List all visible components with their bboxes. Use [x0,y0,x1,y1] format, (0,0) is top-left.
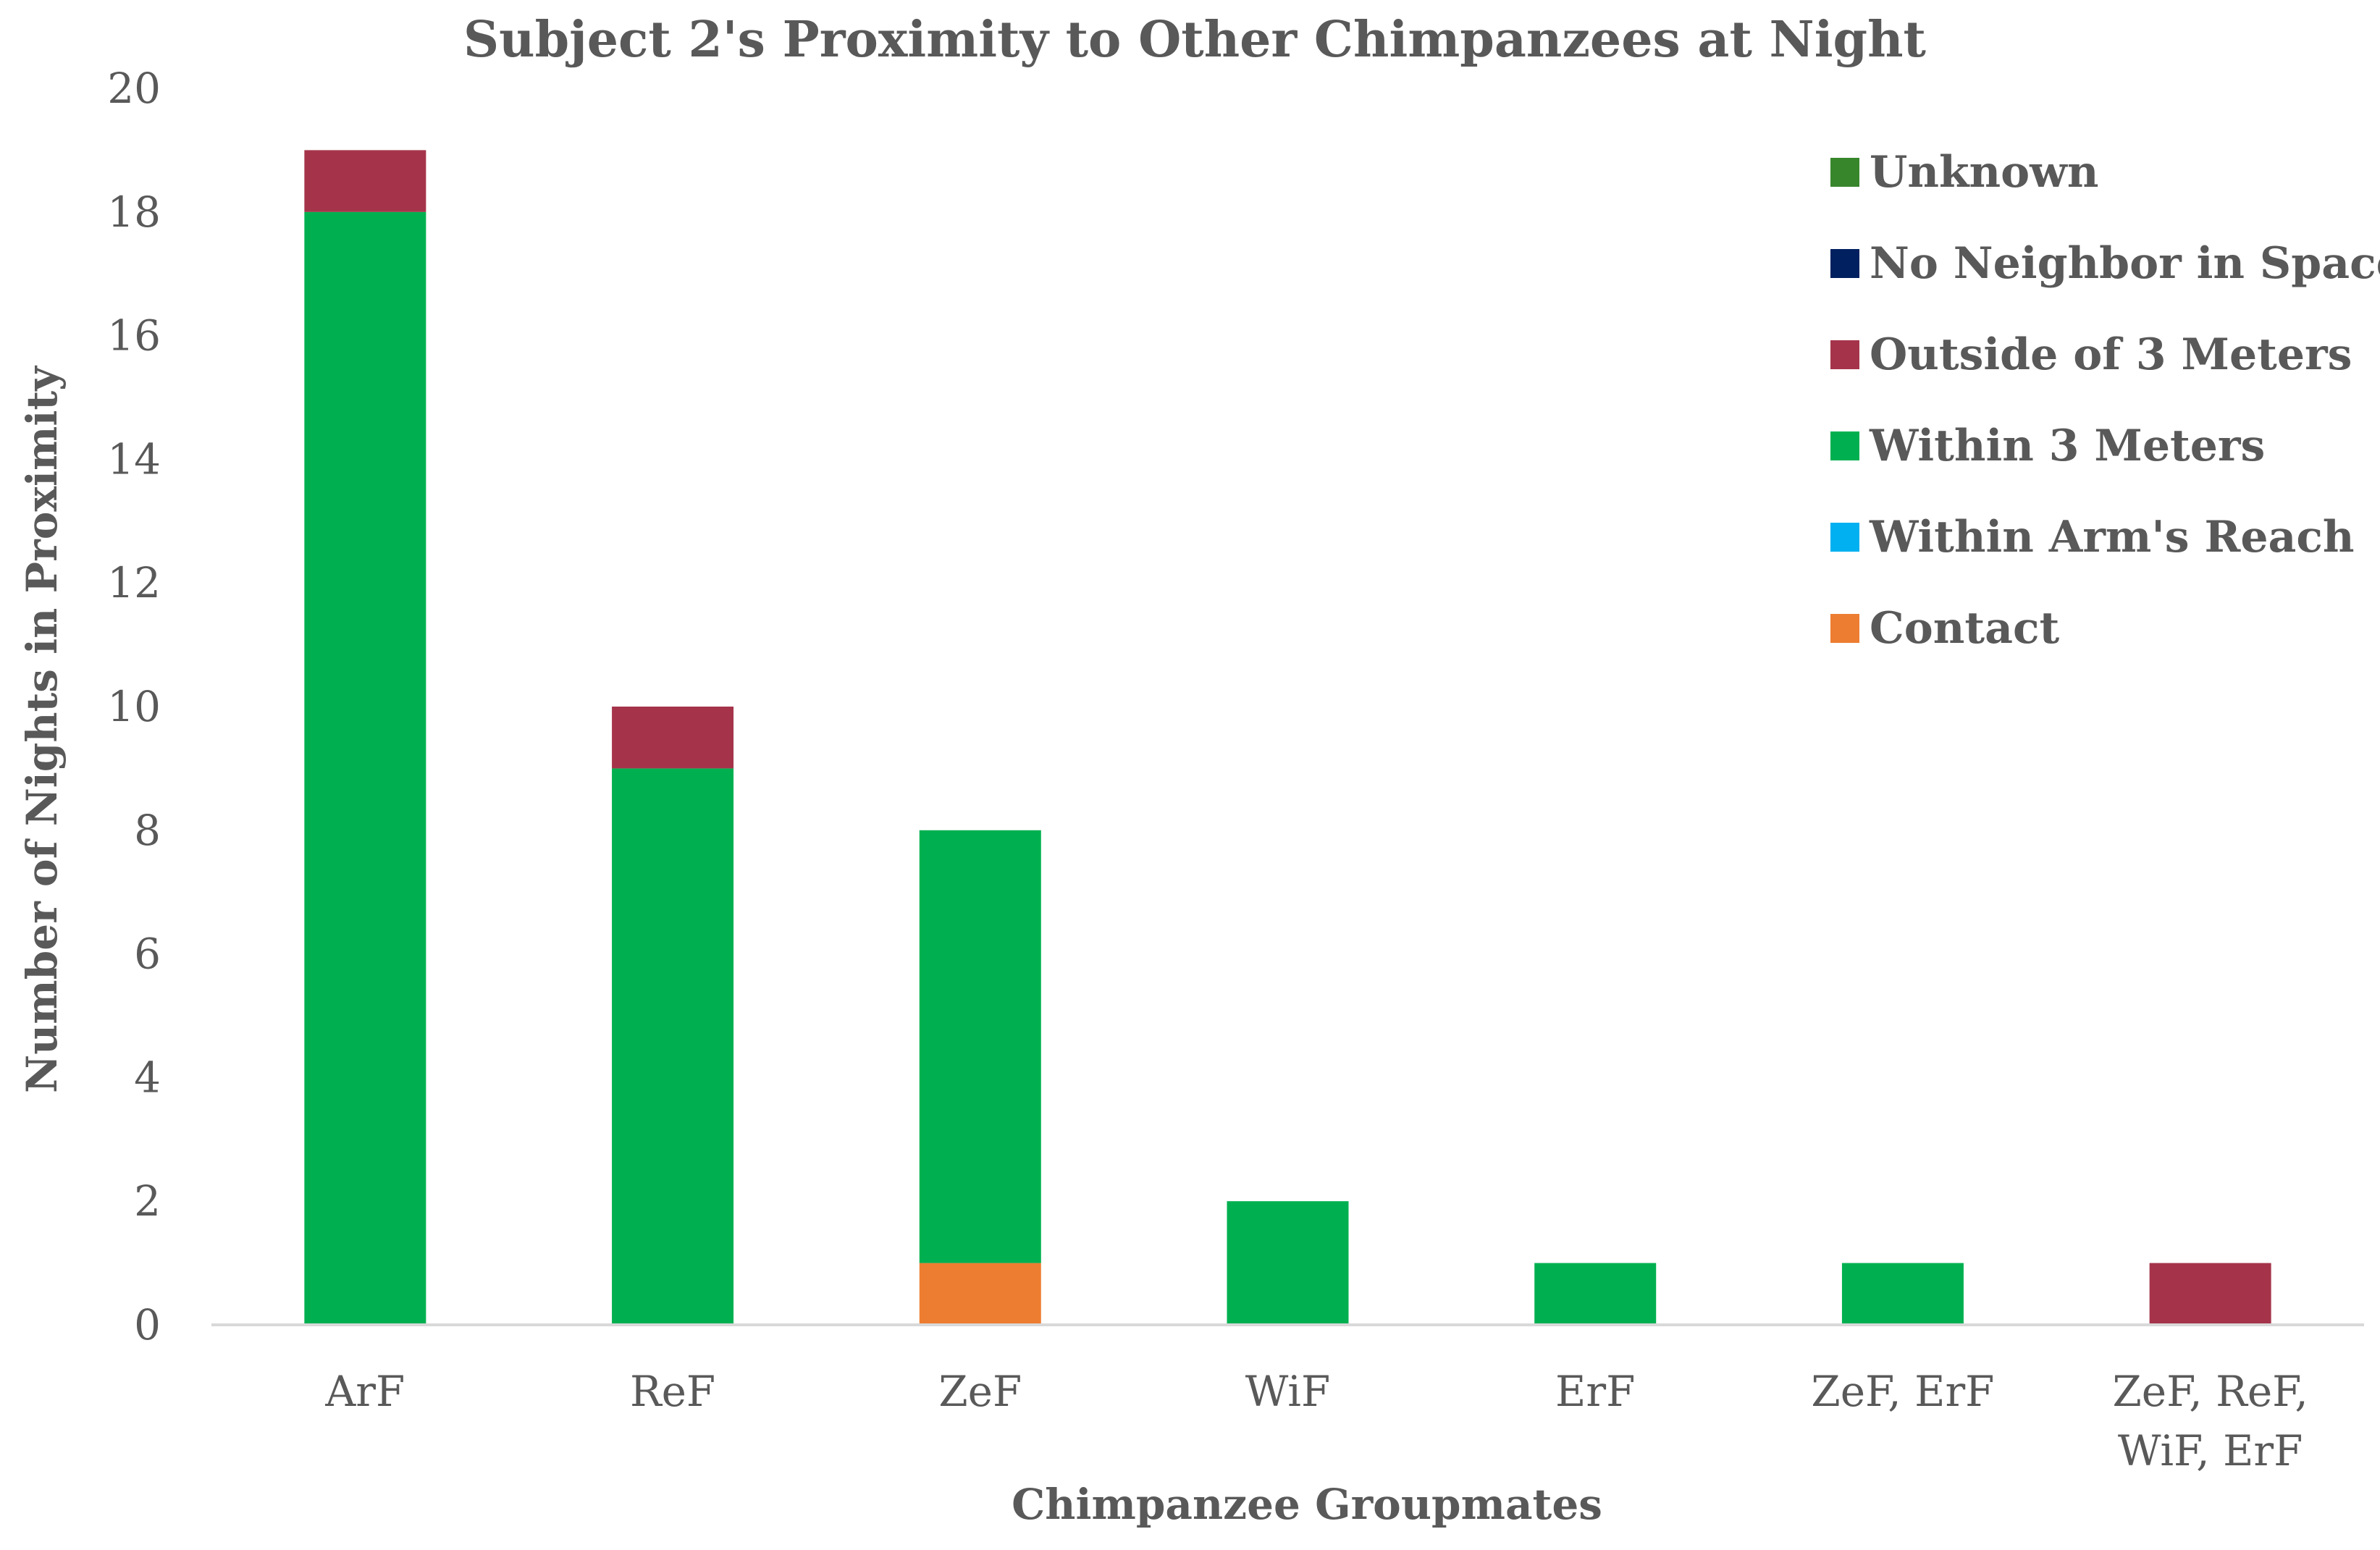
legend-label: Within 3 Meters [1869,421,2265,471]
legend-swatch [1830,249,1859,278]
bar-segment [304,211,426,1325]
x-tick-label-line: ErF [1555,1367,1635,1416]
x-tick-label: ZeF, ReF, WiF, ErF [2112,1367,2308,1475]
x-tick-label-line: ZeF, ReF, [2112,1367,2308,1416]
bar-segment [612,768,734,1325]
legend-swatch [1830,158,1859,187]
y-tick-label: 2 [134,1176,161,1226]
x-axis-ticks: ArF ReF ZeF WiF ErF ZeF, ErF ZeF, ReF, WiF, ErF [324,1367,2308,1475]
y-tick-label: 6 [134,930,161,979]
x-tick-label: ReF [630,1367,715,1416]
x-tick-label-line: ZeF [938,1367,1022,1416]
bar-segment [919,1263,1041,1325]
legend: Unknown No Neighbor in Space Outside of 3 … [1830,147,2380,654]
chart-title: Subject 2's Proximity to Other Chimpanze… [463,11,1927,69]
legend-label: Within Arm's Reach [1869,512,2355,563]
x-tick-label-line: ArF [324,1367,405,1416]
y-axis-ticks: 0 2 4 6 8 10 12 14 16 18 20 [107,64,161,1349]
legend-label: Outside of 3 Meters [1870,329,2352,380]
bar-segment [919,830,1041,1263]
y-axis-title: Number of Nights in Proximity [17,365,67,1093]
bar-segment [1841,1263,1964,1325]
x-axis-title: Chimpanzee Groupmates [1012,1480,1602,1529]
x-tick-label: WiF [1245,1367,1330,1416]
legend-label: Unknown [1870,147,2098,198]
x-tick-label: ZeF [938,1367,1022,1416]
y-tick-label: 16 [107,311,161,361]
legend-label: Contact [1870,603,2060,654]
legend-swatch [1830,431,1859,460]
legend-label: No Neighbor in Space [1870,238,2380,289]
bar-segment [612,707,734,769]
y-tick-label: 4 [134,1053,161,1102]
bar-segment [304,150,426,212]
x-tick-label: ArF [324,1367,405,1416]
y-tick-label: 20 [107,64,161,113]
y-tick-label: 18 [107,188,161,237]
legend-swatch [1830,523,1859,552]
y-tick-label: 12 [107,558,161,607]
y-tick-label: 10 [107,682,161,731]
legend-swatch [1830,614,1859,643]
bars [304,150,2271,1325]
y-tick-label: 14 [107,434,161,484]
x-tick-label-line: ZeF, ErF [1811,1367,1994,1416]
bar-segment [1534,1263,1657,1325]
bar-segment [2149,1263,2271,1325]
legend-swatch [1830,340,1859,369]
y-tick-label: 0 [134,1300,161,1349]
x-tick-label-line: WiF, ErF [2118,1426,2303,1475]
x-tick-label: ZeF, ErF [1811,1367,1994,1416]
x-tick-label: ErF [1555,1367,1635,1416]
x-tick-label-line: WiF [1245,1367,1330,1416]
y-tick-label: 8 [134,806,161,855]
x-tick-label-line: ReF [630,1367,715,1416]
bar-segment [1227,1201,1349,1325]
